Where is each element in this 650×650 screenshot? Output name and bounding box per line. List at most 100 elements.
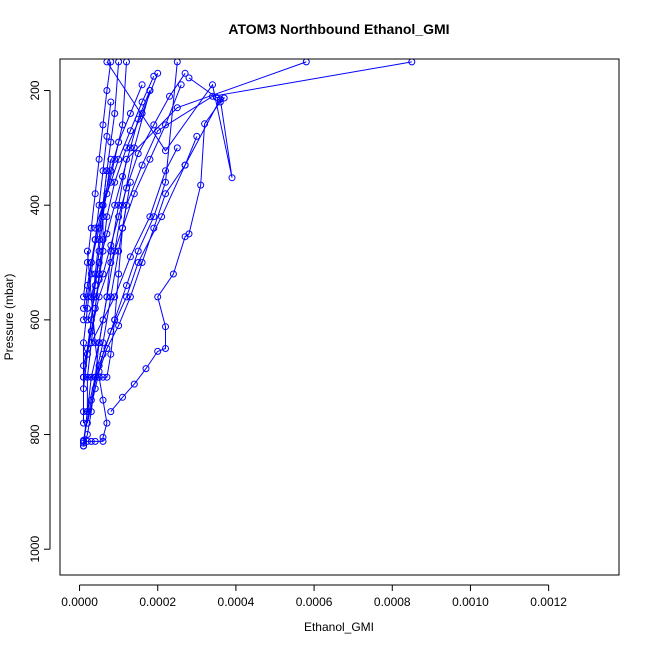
data-point bbox=[83, 304, 91, 312]
data-point bbox=[181, 69, 189, 77]
series-line-1 bbox=[83, 61, 307, 447]
data-point bbox=[126, 293, 134, 301]
data-point bbox=[134, 150, 142, 158]
series-line-3 bbox=[83, 61, 233, 441]
data-point bbox=[115, 247, 123, 255]
data-point bbox=[162, 190, 169, 198]
data-point bbox=[99, 167, 107, 175]
data-point bbox=[103, 373, 111, 381]
data-point bbox=[83, 259, 91, 266]
data-point bbox=[115, 138, 123, 146]
data-point bbox=[107, 259, 115, 266]
data-point bbox=[99, 270, 107, 278]
series-line-18 bbox=[86, 73, 186, 321]
data-point bbox=[119, 393, 126, 401]
data-point bbox=[185, 230, 193, 238]
data-point bbox=[80, 437, 87, 445]
data-point bbox=[169, 270, 177, 278]
data-point bbox=[87, 373, 95, 381]
series-line-11 bbox=[83, 61, 127, 320]
data-point bbox=[173, 59, 181, 66]
data-point bbox=[80, 293, 87, 301]
data-point bbox=[87, 408, 95, 416]
data-point bbox=[115, 213, 123, 221]
data-point bbox=[408, 59, 416, 66]
data-point bbox=[209, 81, 216, 89]
data-point bbox=[107, 138, 115, 146]
y-tick-label: 1000 bbox=[28, 536, 42, 563]
data-point bbox=[107, 98, 115, 106]
data-point bbox=[80, 408, 87, 416]
data-point bbox=[91, 385, 99, 393]
data-point bbox=[107, 408, 115, 416]
data-point bbox=[103, 213, 111, 221]
data-point bbox=[150, 72, 158, 80]
data-point bbox=[138, 81, 146, 89]
data-point bbox=[91, 437, 99, 445]
data-point bbox=[91, 190, 99, 198]
data-point bbox=[126, 110, 134, 117]
y-axis: 200 400 600 800 1000 bbox=[28, 80, 51, 563]
data-point bbox=[87, 437, 95, 445]
data-point bbox=[123, 184, 130, 192]
data-point bbox=[130, 190, 138, 198]
x-tick-label: 0.0000 bbox=[61, 595, 98, 609]
data-point bbox=[162, 323, 169, 331]
data-point bbox=[220, 94, 228, 102]
data-point bbox=[95, 276, 103, 284]
y-tick-label: 600 bbox=[28, 310, 42, 330]
data-point bbox=[197, 181, 205, 189]
series-line-19 bbox=[83, 61, 112, 297]
data-point bbox=[83, 316, 91, 324]
data-point bbox=[80, 362, 87, 370]
data-point bbox=[158, 213, 166, 221]
data-point bbox=[95, 293, 103, 301]
data-point bbox=[123, 293, 130, 301]
data-point bbox=[185, 74, 193, 82]
series-line-20 bbox=[90, 90, 151, 298]
data-point bbox=[154, 127, 162, 135]
x-tick-label: 0.0010 bbox=[452, 595, 489, 609]
data-point bbox=[87, 327, 95, 335]
data-point bbox=[126, 144, 134, 152]
data-point bbox=[302, 59, 310, 66]
data-point bbox=[83, 247, 91, 255]
data-point bbox=[91, 236, 99, 244]
data-point bbox=[83, 350, 91, 358]
data-point bbox=[103, 87, 111, 94]
x-axis: 0.0000 0.0002 0.0004 0.0006 0.0008 0.0010 0.00… bbox=[61, 584, 567, 609]
data-point bbox=[91, 224, 99, 232]
data-point bbox=[91, 270, 99, 278]
data-point bbox=[111, 293, 119, 301]
data-point bbox=[123, 282, 130, 289]
data-point bbox=[111, 178, 119, 186]
data-point bbox=[162, 167, 169, 175]
data-point bbox=[134, 247, 142, 255]
data-point bbox=[80, 442, 87, 450]
data-point bbox=[111, 316, 119, 324]
data-point bbox=[138, 259, 146, 266]
chart-title: ATOM3 Northbound Ethanol_GMI bbox=[228, 21, 449, 37]
data-point bbox=[103, 59, 111, 66]
y-tick-label: 800 bbox=[28, 424, 42, 444]
data-point bbox=[123, 59, 130, 66]
data-point bbox=[83, 431, 91, 438]
data-point bbox=[212, 93, 220, 101]
series-line-6 bbox=[83, 61, 120, 424]
series-line-17 bbox=[83, 101, 112, 378]
data-point bbox=[95, 259, 103, 266]
data-point bbox=[115, 322, 123, 330]
x-tick-label: 0.0008 bbox=[374, 595, 411, 609]
plot-frame bbox=[59, 58, 620, 576]
data-point bbox=[138, 98, 146, 106]
data-point bbox=[103, 345, 111, 352]
data-point bbox=[119, 173, 126, 180]
data-point bbox=[99, 396, 107, 404]
series-line-14 bbox=[83, 90, 151, 447]
data-point bbox=[103, 167, 111, 175]
data-point bbox=[126, 127, 134, 135]
data-point bbox=[87, 293, 95, 301]
series-line-15 bbox=[86, 73, 159, 355]
data-point bbox=[91, 373, 99, 381]
data-point bbox=[103, 132, 111, 140]
